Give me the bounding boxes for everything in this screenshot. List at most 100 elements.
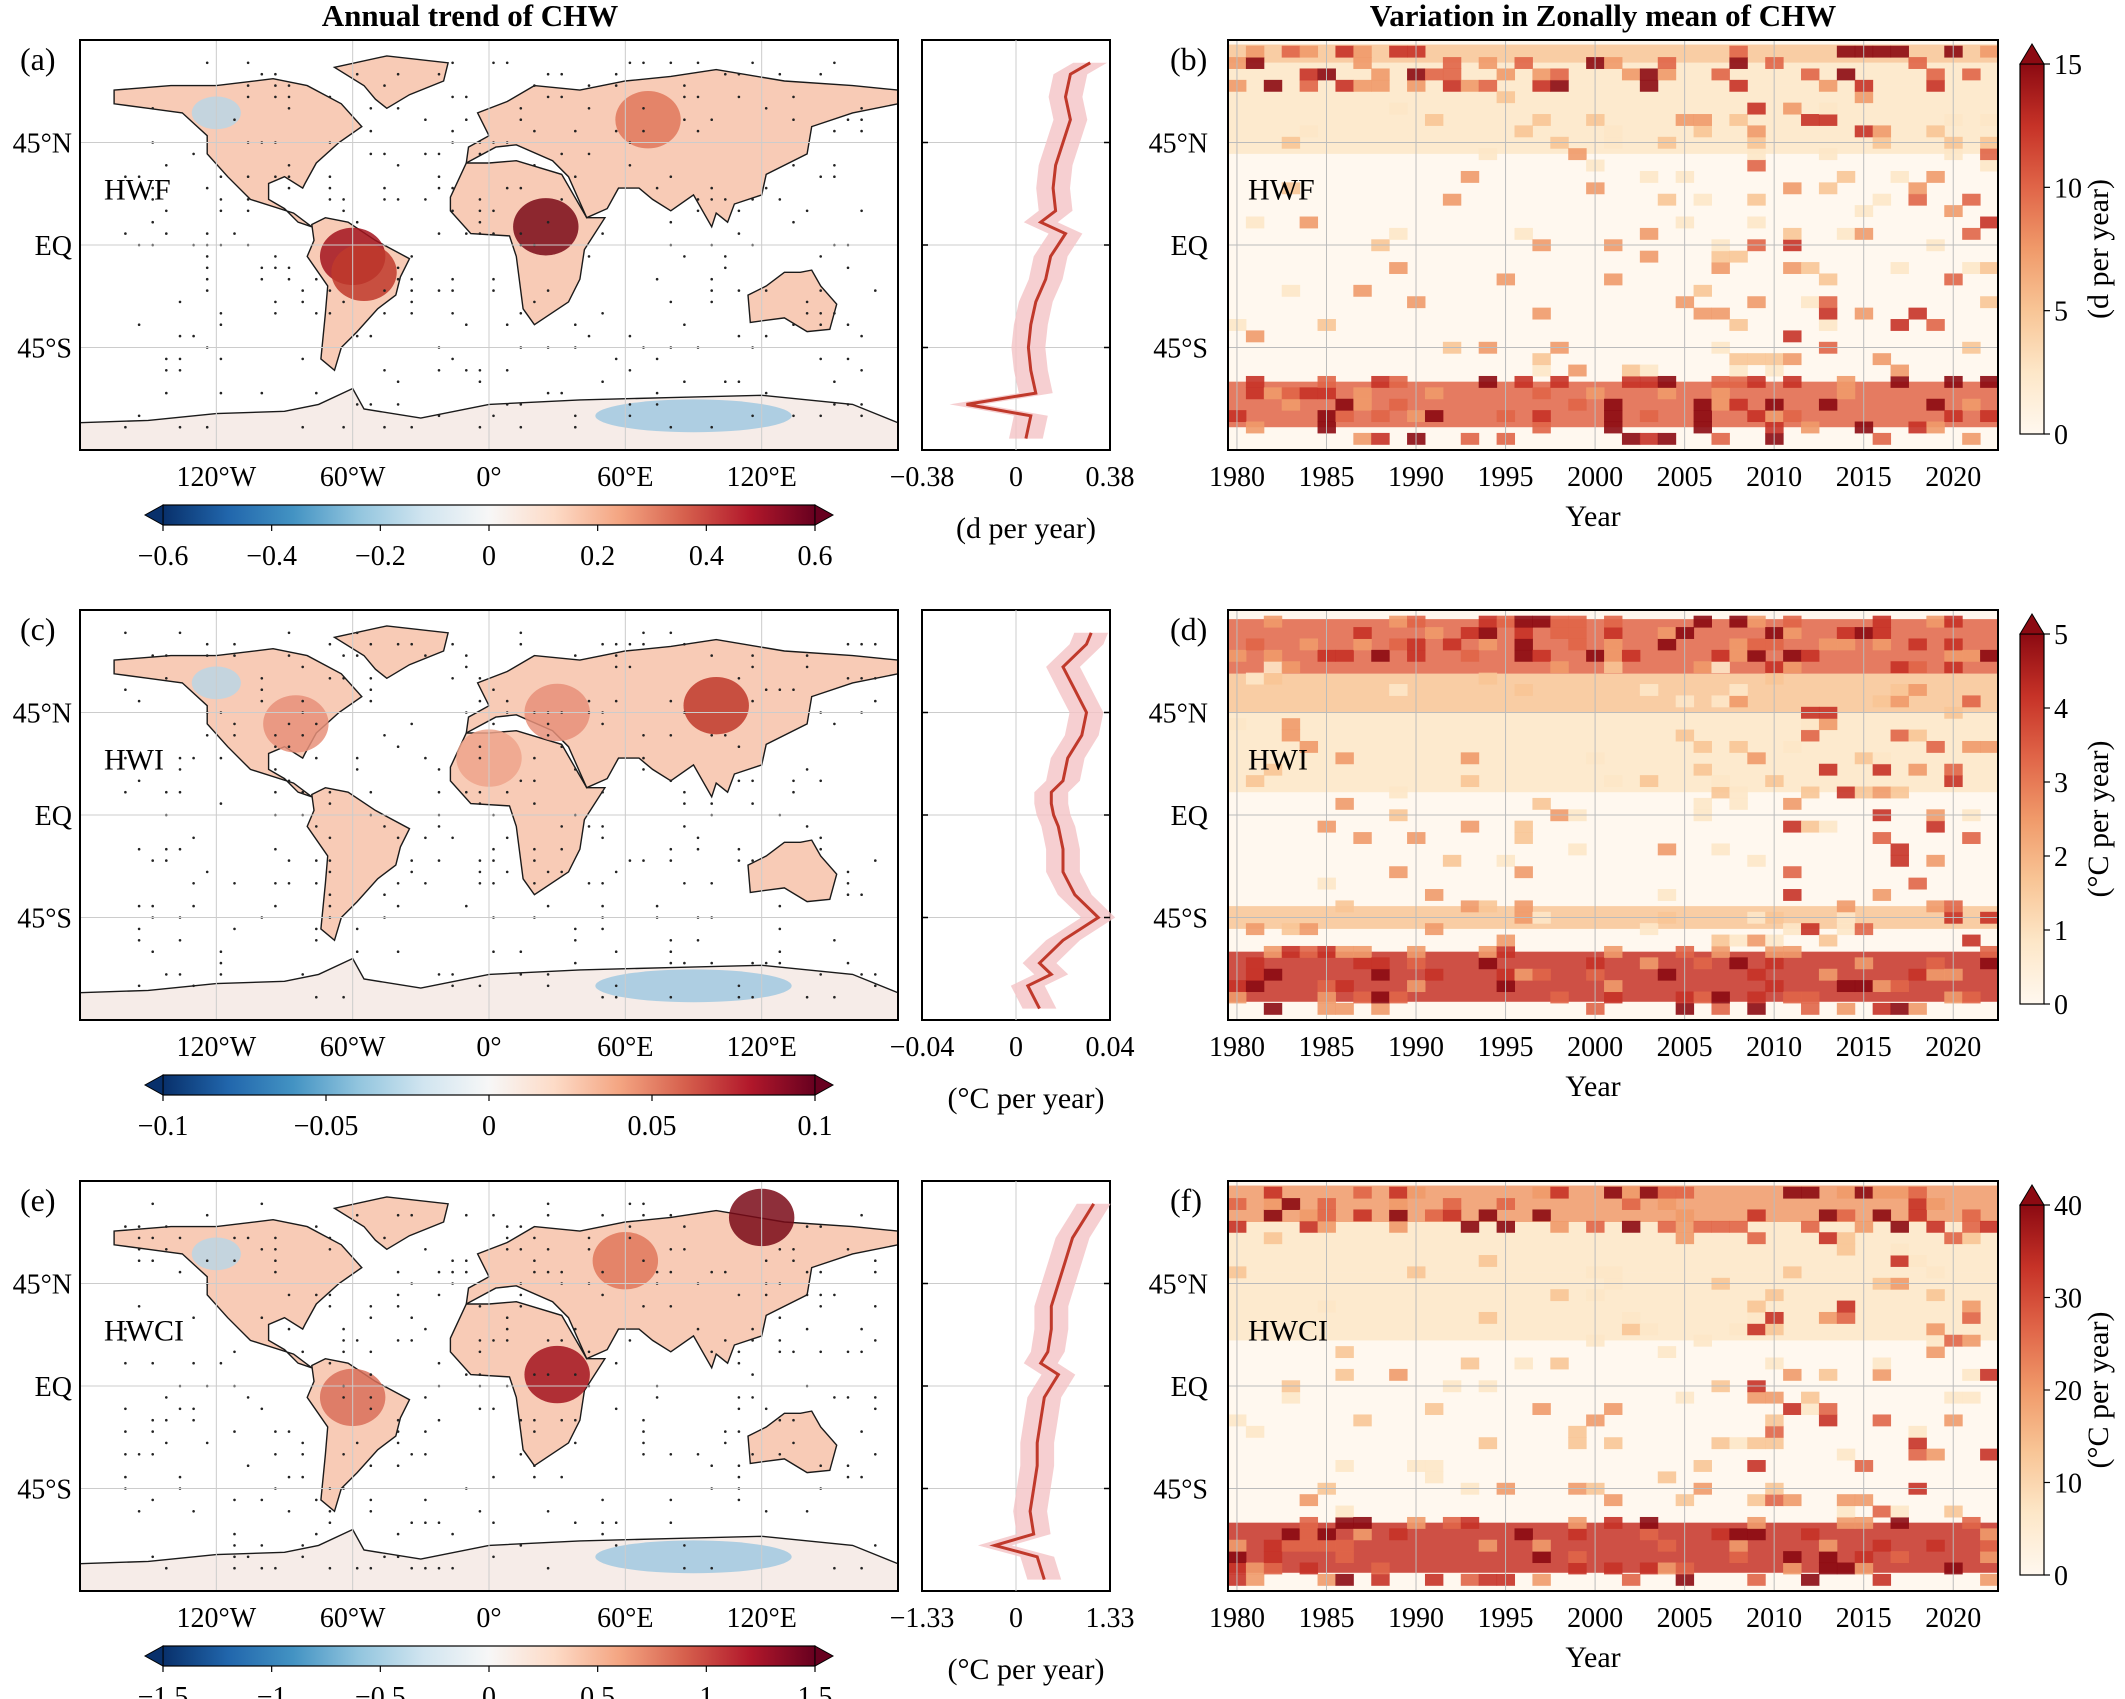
heatmap-cell — [1442, 1198, 1462, 1210]
colorbar-tick-label: 10 — [2054, 1469, 2082, 1500]
heatmap-cell — [1890, 1255, 1909, 1267]
heatmap-cell — [1568, 364, 1587, 377]
year-tick-label: 2010 — [1746, 462, 1802, 493]
heatmap-cell — [1872, 980, 1892, 993]
heatmap-cell — [1783, 866, 1802, 879]
heatmap-cell — [1460, 1357, 1480, 1370]
continent-landmass — [113, 77, 363, 228]
heatmap-cell — [1693, 797, 1712, 810]
heatmap-cell — [1460, 1516, 1480, 1529]
heatmap-cell — [1657, 1562, 1677, 1575]
heatmap-cell — [1550, 68, 1569, 81]
heatmap-cell — [1460, 1573, 1480, 1586]
heatmap-cell — [1263, 387, 1283, 400]
heatmap-cell — [1908, 1002, 1927, 1015]
heatmap-cell — [1335, 797, 1354, 810]
heatmap-cell — [1926, 1539, 1945, 1552]
heatmap-cell — [1353, 1186, 1372, 1199]
profile-tick-label: 1.33 — [1086, 1603, 1135, 1634]
heatmap-cell — [1335, 45, 1354, 58]
heatmap-cell — [1980, 148, 1999, 161]
heatmap-cell — [1550, 661, 1569, 674]
heatmap-cell — [1962, 991, 1981, 1004]
heatmap-cell — [1890, 786, 1909, 799]
colorbar-tick-label: 0.2 — [580, 541, 615, 572]
heatmap-cell — [1711, 68, 1730, 81]
heatmap-cell — [1424, 627, 1444, 639]
heatmap-cell — [1514, 684, 1533, 696]
profile-tick-label: 0.38 — [1086, 462, 1135, 493]
heatmap-cell — [1836, 786, 1856, 799]
lat-tick-label: 45°N — [13, 699, 72, 730]
colorbar-unit-label: (°C per year) — [2082, 1312, 2115, 1469]
lon-tick-label: 60°W — [320, 1032, 386, 1063]
heatmap-cell — [1460, 79, 1480, 92]
heatmap-cell — [1478, 672, 1498, 685]
heatmap-frame — [1227, 609, 1999, 1021]
heatmap-cell — [1818, 1562, 1838, 1575]
heatmap-cell — [1747, 934, 1766, 947]
profile-line — [966, 61, 1091, 439]
profile-spread-band — [1010, 632, 1116, 1009]
heatmap-cell — [1783, 1186, 1802, 1199]
heatmap-cell — [1908, 1425, 1927, 1438]
lat-tick-label: 45°S — [1153, 1475, 1208, 1506]
continent-landmass — [332, 55, 449, 110]
heatmap-cell — [1245, 57, 1265, 69]
left-title: Annual trend of CHW — [322, 0, 619, 33]
heatmap-cell — [1604, 398, 1623, 411]
heatmap-cell — [1747, 1300, 1766, 1313]
heatmap-cell — [1263, 968, 1283, 981]
diverging-colorbar — [162, 1074, 816, 1096]
heatmap-cell — [1836, 1243, 1856, 1256]
heatmap-cell — [1460, 820, 1480, 833]
colorbar-tick-label: 10 — [2054, 173, 2082, 204]
heatmap-cell — [1980, 114, 1999, 126]
heatmap-cell — [1460, 627, 1480, 639]
heatmap-cell — [1568, 1551, 1587, 1564]
heatmap-cell — [1371, 432, 1390, 445]
heatmap-cell — [1478, 1539, 1498, 1552]
heatmap-cell — [1872, 1573, 1892, 1586]
colorbar-tick-label: 0.5 — [580, 1682, 615, 1699]
sequential-colorbar — [2019, 63, 2045, 435]
year-tick-label: 1980 — [1209, 1603, 1265, 1634]
heatmap-cell — [1836, 1232, 1856, 1245]
heatmap-cell — [1639, 1562, 1659, 1575]
heatmap-cell — [1729, 934, 1748, 947]
heatmap-cell — [1281, 923, 1301, 936]
heatmap-cell — [1980, 1220, 1999, 1233]
heatmap-cell — [1514, 375, 1533, 388]
heatmap-cell — [1693, 398, 1712, 411]
heatmap-cell — [1908, 877, 1927, 890]
heatmap-cell — [1908, 57, 1927, 69]
lon-tick-label: 120°W — [177, 1032, 257, 1063]
heatmap-cell — [1263, 1002, 1283, 1015]
heatmap-cell — [1335, 410, 1354, 423]
heatmap-cell — [1245, 968, 1265, 981]
heatmap-cell — [1424, 889, 1444, 901]
heatmap-cell — [1890, 729, 1909, 742]
heatmap-cell — [1872, 353, 1892, 366]
colorbar-extend-max — [2019, 613, 2045, 635]
heatmap-cell — [1747, 638, 1766, 651]
heatmap-cell — [1604, 649, 1623, 662]
heatmap-cell — [1693, 1460, 1712, 1472]
heatmap-cell — [1478, 1437, 1498, 1450]
heatmap-cell — [1926, 1198, 1945, 1210]
heatmap-cell — [1281, 387, 1301, 400]
colorbar-tick-label: 1 — [2054, 916, 2068, 947]
heatmap-cell — [1693, 661, 1712, 674]
heatmap-cell — [1550, 375, 1569, 388]
heatmap-cell — [1281, 729, 1301, 742]
hotspot-blob — [615, 91, 681, 149]
heatmap-cell — [1460, 649, 1480, 662]
heatmap-cell — [1639, 1323, 1659, 1336]
heatmap-cell — [1550, 627, 1569, 639]
heatmap-cell — [1657, 1186, 1677, 1199]
heatmap-cell — [1783, 330, 1802, 343]
colorbar-tick-label: −0.1 — [138, 1111, 189, 1142]
heatmap-cell — [1729, 740, 1748, 753]
heatmap-cell — [1890, 1505, 1909, 1518]
colorbar-tick-label: 0 — [482, 1682, 496, 1699]
